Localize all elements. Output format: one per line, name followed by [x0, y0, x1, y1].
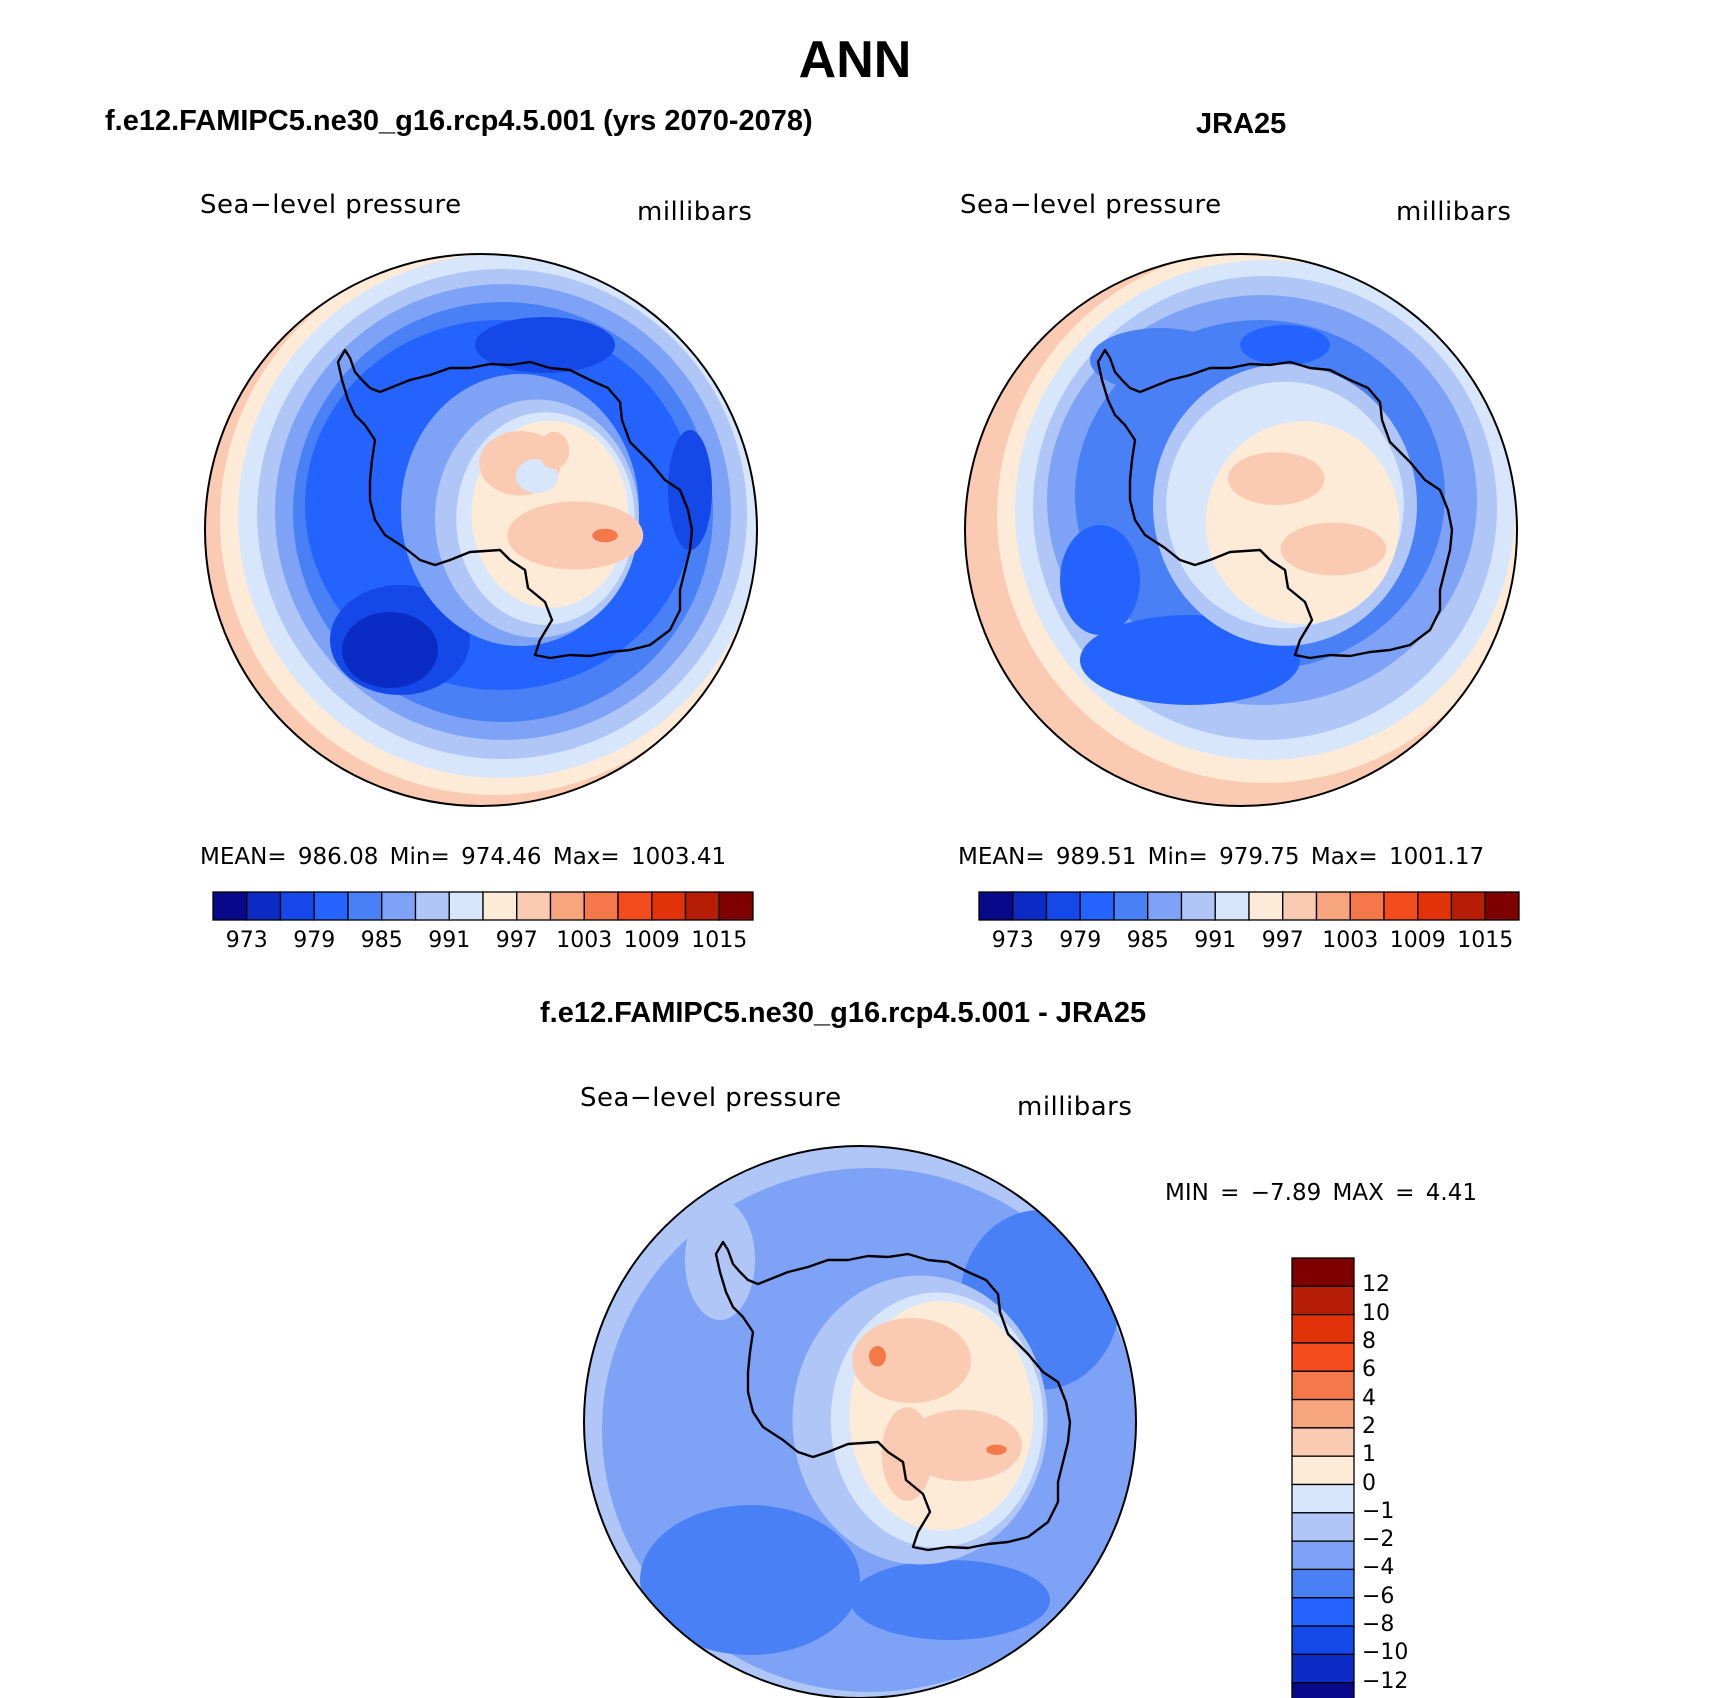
model-labelbar-swatch: [482, 891, 518, 921]
diff-panel-title: f.e12.FAMIPC5.ne30_g16.rcp4.5.001 - JRA2…: [540, 997, 1147, 1029]
model-labelbar-swatch: [381, 891, 417, 921]
obs-labelbar-tick-label: 991: [1194, 928, 1237, 953]
obs-units-label: millibars: [1396, 197, 1512, 227]
model-labelbar: [212, 891, 754, 921]
diff-labelbar-swatch: [1291, 1625, 1355, 1656]
obs-labelbar-swatch: [1248, 891, 1284, 921]
model-labelbar-tick-label: 991: [428, 928, 471, 953]
diff-labelbar-tick-label: 1: [1362, 1442, 1376, 1468]
model-labelbar-tick-label: 985: [360, 928, 403, 953]
model-labelbar-tick-label: 1015: [691, 928, 748, 953]
diff-labelbar-tick-label: −2: [1362, 1527, 1395, 1553]
model-labelbar-swatch: [279, 891, 315, 921]
diff-labelbar-swatch: [1291, 1568, 1355, 1599]
obs-labelbar-swatch: [1147, 891, 1183, 921]
diff-labelbar-tick-label: −10: [1362, 1640, 1409, 1666]
obs-labelbar-tick-label: 985: [1126, 928, 1169, 953]
obs-labelbar-tick-label: 997: [1261, 928, 1304, 953]
obs-labelbar-tick-label: 1015: [1457, 928, 1514, 953]
obs-map: [965, 254, 1517, 806]
model-labelbar-swatch: [651, 891, 687, 921]
obs-stats: MEAN= 989.51 Min= 979.75 Max= 1001.17: [958, 844, 1485, 870]
model-labelbar-swatch: [516, 891, 552, 921]
model-labelbar-swatch: [414, 891, 450, 921]
model-labelbar-swatch: [313, 891, 349, 921]
diff-labelbar-tick-label: −1: [1362, 1498, 1395, 1524]
diff-labelbar-tick-label: −6: [1362, 1583, 1395, 1609]
diff-labelbar-tick-label: 10: [1362, 1300, 1390, 1326]
obs-labelbar-swatch: [1012, 891, 1048, 921]
model-units-label: millibars: [637, 197, 753, 227]
obs-labelbar-swatch: [978, 891, 1014, 921]
model-labelbar-swatch: [448, 891, 484, 921]
diff-labelbar-swatch: [1291, 1313, 1355, 1344]
obs-labelbar-swatch: [1484, 891, 1520, 921]
diff-stats: MIN = −7.89 MAX = 4.41: [1165, 1180, 1477, 1206]
model-labelbar-swatch: [617, 891, 653, 921]
obs-panel-title: JRA25: [1196, 108, 1287, 140]
obs-labelbar-tick-label: 1009: [1389, 928, 1446, 953]
model-labelbar-tick-label: 1009: [623, 928, 680, 953]
diff-labelbar-swatch: [1291, 1455, 1355, 1486]
model-labelbar-swatch: [212, 891, 248, 921]
diff-labelbar-swatch: [1291, 1370, 1355, 1401]
obs-labelbar-swatch: [1180, 891, 1216, 921]
diff-labelbar: [1291, 1257, 1355, 1698]
obs-labelbar-swatch: [1079, 891, 1115, 921]
obs-labelbar-tick-label: 1003: [1322, 928, 1379, 953]
obs-labelbar-swatch: [1045, 891, 1081, 921]
obs-labelbar-swatch: [1214, 891, 1250, 921]
obs-labelbar-tick-label: 979: [1059, 928, 1102, 953]
diff-labelbar-swatch: [1291, 1398, 1355, 1429]
model-labelbar-swatch: [347, 891, 383, 921]
obs-labelbar-tick-label: 973: [991, 928, 1034, 953]
diff-labelbar-swatch: [1291, 1427, 1355, 1457]
diff-labelbar-tick-label: 4: [1362, 1385, 1376, 1411]
model-stats: MEAN= 986.08 Min= 974.46 Max= 1003.41: [200, 844, 727, 870]
model-panel-title: f.e12.FAMIPC5.ne30_g16.rcp4.5.001 (yrs 2…: [105, 105, 813, 137]
diff-labelbar-swatch: [1291, 1483, 1355, 1514]
diff-labelbar-swatch: [1291, 1653, 1355, 1684]
diff-labelbar-tick-label: −12: [1362, 1668, 1409, 1694]
model-labelbar-swatch: [684, 891, 720, 921]
obs-labelbar-swatch: [1113, 891, 1149, 921]
figure-title: ANN: [798, 31, 912, 89]
model-labelbar-swatch: [549, 891, 585, 921]
diff-labelbar-swatch: [1291, 1597, 1355, 1627]
diff-labelbar-tick-label: −4: [1362, 1555, 1395, 1581]
diff-labelbar-swatch: [1291, 1512, 1355, 1542]
diff-labelbar-tick-label: 8: [1362, 1328, 1376, 1354]
model-labelbar-tick-label: 979: [293, 928, 336, 953]
obs-labelbar-swatch: [1417, 891, 1453, 921]
diff-labelbar-swatch: [1291, 1285, 1355, 1316]
model-labelbar-swatch: [718, 891, 754, 921]
obs-labelbar-swatch: [1282, 891, 1318, 921]
diff-labelbar-tick-label: 12: [1362, 1272, 1390, 1298]
model-labelbar-tick-label: 1003: [556, 928, 613, 953]
model-labelbar-swatch: [583, 891, 619, 921]
diff-units-label: millibars: [1017, 1092, 1133, 1122]
model-labelbar-tick-label: 973: [225, 928, 268, 953]
diff-labelbar-tick-label: 6: [1362, 1357, 1376, 1383]
obs-labelbar-swatch: [1450, 891, 1486, 921]
model-variable-label: Sea−level pressure: [200, 190, 462, 220]
diff-labelbar-swatch: [1291, 1540, 1355, 1571]
diff-labelbar-tick-label: −8: [1362, 1612, 1395, 1638]
obs-labelbar: [978, 891, 1520, 921]
obs-labelbar-swatch: [1349, 891, 1385, 921]
diff-labelbar-tick-label: 0: [1362, 1470, 1376, 1496]
diff-labelbar-swatch: [1291, 1257, 1355, 1287]
model-labelbar-tick-label: 997: [495, 928, 538, 953]
diff-labelbar-tick-label: 2: [1362, 1413, 1376, 1439]
obs-labelbar-swatch: [1383, 891, 1419, 921]
diff-variable-label: Sea−level pressure: [580, 1083, 842, 1113]
diff-map: [584, 1146, 1136, 1698]
diff-labelbar-swatch: [1291, 1342, 1355, 1372]
diff-labelbar-swatch: [1291, 1682, 1355, 1698]
obs-variable-label: Sea−level pressure: [960, 190, 1222, 220]
model-labelbar-swatch: [246, 891, 282, 921]
obs-labelbar-swatch: [1315, 891, 1351, 921]
